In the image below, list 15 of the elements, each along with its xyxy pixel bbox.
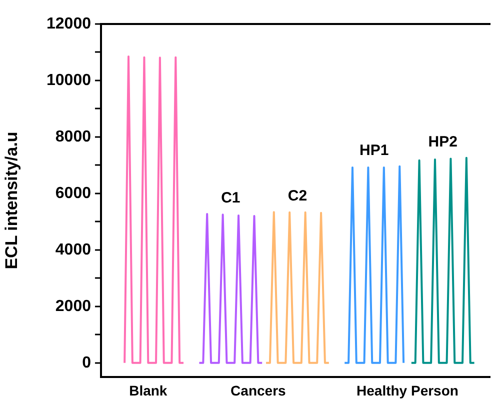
series-label: HP1 [359,142,389,159]
y-tick-label: 10000 [46,72,92,89]
y-tick-label: 8000 [55,128,92,146]
y-tick-label: 12000 [46,15,92,32]
series-label: HP2 [428,134,458,150]
y-tick-label: 4000 [55,241,92,258]
y-tick-label: 2000 [55,298,92,315]
y-tick-label: 6000 [55,184,92,202]
y-tick-label: 0 [82,354,92,372]
x-tick-label: Blank [129,382,168,398]
series-label: C1 [221,190,240,207]
series-label: C2 [288,188,308,205]
x-tick-label: Healthy Person [356,382,458,398]
y-axis-title: ECL intensity/a.u [2,132,21,270]
x-tick-label: Cancers [230,382,286,398]
